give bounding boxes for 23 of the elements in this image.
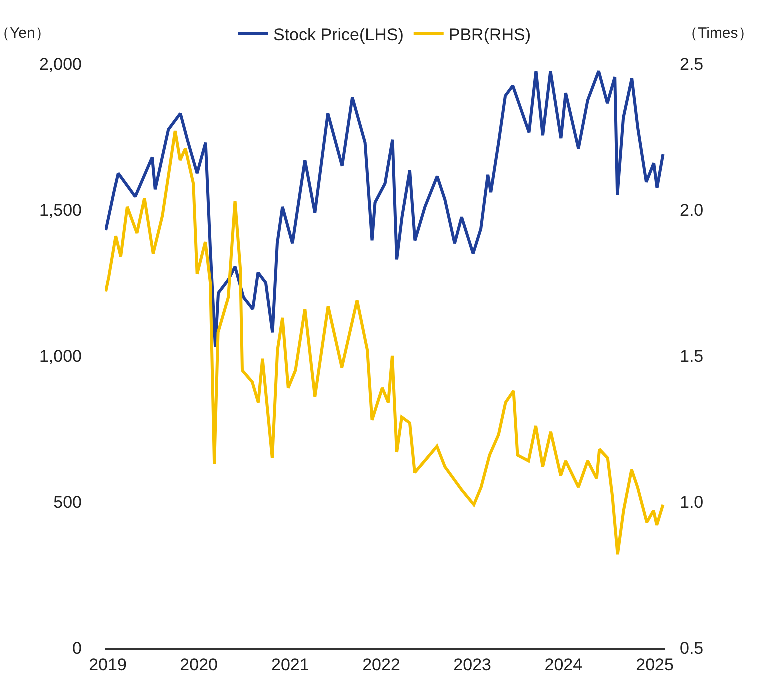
y-tick-label: 1,500: [39, 200, 82, 220]
y-tick-label: 500: [54, 492, 82, 512]
x-tick-label: 2020: [180, 655, 218, 674]
y2-axis-title: （Times）: [683, 25, 754, 42]
y2-tick-label: 2.0: [680, 200, 704, 220]
y-tick-label: 1,000: [39, 346, 82, 366]
legend-label: Stock Price(LHS): [274, 26, 404, 44]
line-series: [105, 70, 665, 349]
x-tick-label: 2021: [272, 655, 310, 674]
legend-label: PBR(RHS): [448, 26, 532, 44]
y2-tick-label: 1.0: [680, 492, 704, 512]
line-series: [105, 130, 665, 556]
x-tick-label: 2024: [544, 655, 583, 674]
y2-tick-label: 2.5: [680, 54, 704, 74]
y-tick-label: 0: [72, 638, 82, 658]
y-axis-title: （Yen）: [0, 25, 50, 42]
y-tick-label: 2,000: [39, 54, 82, 74]
x-tick-label: 2025: [636, 655, 674, 674]
y2-tick-label: 0.5: [680, 638, 704, 658]
y2-tick-label: 1.5: [680, 346, 704, 366]
x-tick-label: 2019: [89, 655, 127, 674]
x-tick-label: 2023: [454, 655, 492, 674]
x-tick-label: 2022: [362, 655, 400, 674]
